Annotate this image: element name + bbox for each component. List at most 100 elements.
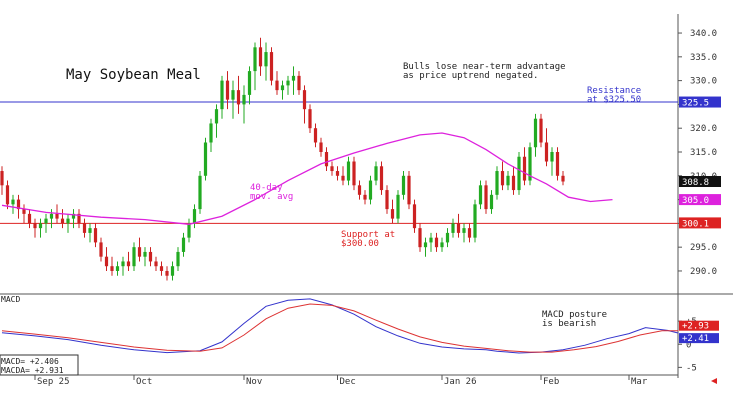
x-tick-label: Oct <box>136 377 152 387</box>
candle-up <box>280 85 285 91</box>
candle-down <box>418 228 422 248</box>
candle-down <box>225 80 230 100</box>
candle-up <box>247 71 252 95</box>
macd-tick-label: -5 <box>686 363 697 373</box>
candle-down <box>93 228 98 243</box>
y-tick-label: 320.0 <box>690 124 717 134</box>
candle-down <box>308 109 312 129</box>
candle-up <box>473 204 477 238</box>
candle-down <box>148 251 153 262</box>
macd-readout-box <box>0 354 79 376</box>
axes: 290.0295.0300.0305.0310.0315.0320.0325.0… <box>34 29 721 387</box>
macd-tag <box>679 320 719 331</box>
candle-down <box>511 175 516 191</box>
y-tick-label: 315.0 <box>690 148 717 158</box>
candle-down <box>330 166 334 172</box>
candle-up <box>187 223 191 238</box>
candle-up <box>440 242 444 248</box>
macd-tick-label: 0 <box>686 340 691 350</box>
x-tick-label: Dec <box>340 377 356 387</box>
macd-annotation-line1: MACD posture <box>542 310 607 320</box>
candle-down <box>385 190 389 210</box>
candle-down <box>0 171 4 186</box>
candle-down <box>363 194 367 200</box>
candle-up <box>71 213 76 219</box>
candle-up <box>121 261 125 267</box>
candle-down <box>165 270 169 276</box>
candle-up <box>462 228 466 233</box>
macd-readout-line2: MACDA= +2.931 <box>1 366 64 375</box>
candle-up <box>220 80 224 110</box>
candle-up <box>192 209 197 224</box>
candle-down <box>324 152 329 167</box>
candle-up <box>451 223 455 233</box>
candle-down <box>341 175 345 181</box>
candle-up <box>209 123 213 143</box>
candle-up <box>49 213 54 219</box>
candle-down <box>319 142 323 152</box>
x-tick-label: Nov <box>246 377 262 387</box>
support-label-line2: $300.00 <box>341 239 379 249</box>
macd-series-macda <box>1 303 679 353</box>
candle-down <box>407 175 411 205</box>
candle-up <box>242 94 246 105</box>
price-tag-label: 305.0 <box>682 196 709 206</box>
candle-down <box>22 209 26 214</box>
candle-up <box>181 237 186 252</box>
macd-readout-line1: MACD= +2.406 <box>1 357 59 366</box>
candle-up <box>528 147 532 181</box>
y-tick-label: 330.0 <box>690 77 717 87</box>
top-annotation-line1: Bulls lose near-term advantage <box>403 62 566 72</box>
chart-title: May Soybean Meal <box>66 67 201 83</box>
candle-down <box>5 185 10 205</box>
candle-up <box>423 242 428 248</box>
candle-down <box>456 223 461 233</box>
candle-down <box>302 90 307 110</box>
scroll-arrow-icon[interactable] <box>711 378 717 384</box>
x-tick-label: Mar <box>631 377 648 387</box>
candle-up <box>44 218 48 224</box>
candle-up <box>203 142 208 176</box>
candle-up <box>489 194 494 210</box>
candle-down <box>154 261 158 267</box>
candle-down <box>500 171 505 186</box>
candle-up <box>517 156 521 191</box>
support-label-line1: Support at <box>341 230 395 240</box>
candle-down <box>60 218 65 224</box>
candle-down <box>484 185 488 210</box>
candle-down <box>137 247 142 257</box>
candle-up <box>231 90 235 100</box>
candle-up <box>478 185 483 205</box>
candle-down <box>33 223 37 229</box>
top-annotation-line2: as price uptrend negated. <box>403 71 538 81</box>
candle-up <box>170 266 175 276</box>
candle-up <box>88 228 92 233</box>
candle-up <box>264 52 268 67</box>
macd-tag-label: +2.93 <box>682 322 709 332</box>
resistance-label-line1: Resistance <box>587 86 641 96</box>
candle-up <box>66 218 70 224</box>
resistance-label-line2: at $325.50 <box>587 95 641 105</box>
candle-down <box>352 161 356 186</box>
candle-down <box>313 128 318 143</box>
candle-up <box>286 80 290 86</box>
candle-up <box>253 47 257 72</box>
candle-down <box>236 90 241 105</box>
macd-panel-title: MACD <box>1 295 20 304</box>
candle-up <box>38 223 43 229</box>
candle-down <box>390 209 395 219</box>
y-tick-label: 335.0 <box>690 53 717 63</box>
x-tick-label: Jan 26 <box>444 377 477 387</box>
candle-down <box>297 75 301 91</box>
price-panel <box>0 37 678 281</box>
candle-down <box>357 185 362 195</box>
price-tag-label: 300.1 <box>682 219 709 229</box>
candle-up <box>143 251 147 257</box>
candle-down <box>27 213 32 224</box>
candle-down <box>126 261 131 267</box>
candle-down <box>269 52 274 81</box>
x-tick-label: Sep 25 <box>37 377 70 387</box>
candle-down <box>16 199 21 210</box>
candle-up <box>533 118 538 148</box>
macd-annotation-line2: is bearish <box>542 319 596 329</box>
